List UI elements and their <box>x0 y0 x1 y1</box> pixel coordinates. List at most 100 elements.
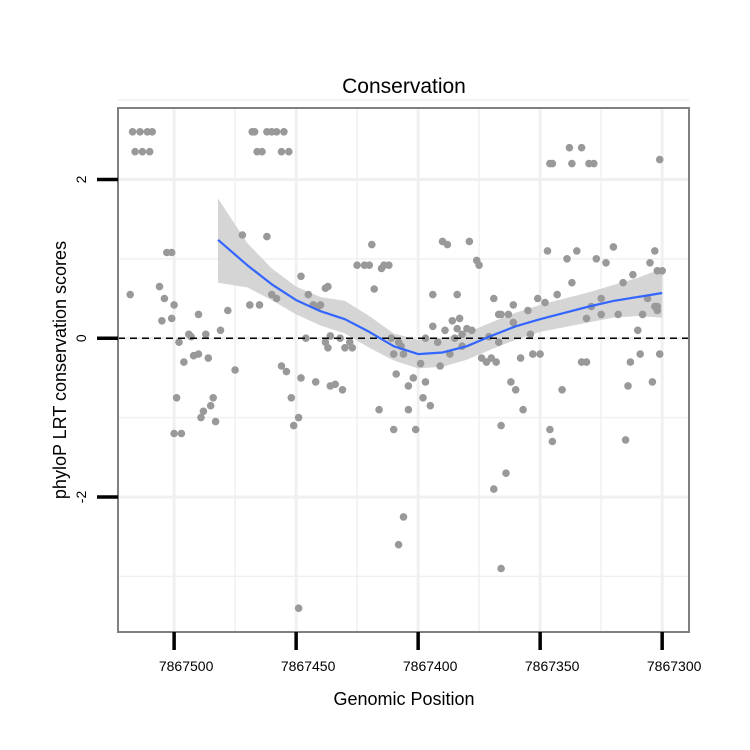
data-point <box>490 485 498 493</box>
data-point <box>577 143 586 152</box>
data-point <box>468 326 476 335</box>
data-point <box>324 282 332 291</box>
data-point <box>653 306 662 315</box>
confidence-band <box>218 198 663 369</box>
data-point <box>419 394 427 402</box>
data-point <box>294 604 303 612</box>
data-point <box>455 314 464 323</box>
data-point <box>131 147 139 156</box>
x-axis-title: Genomic Position <box>333 689 474 709</box>
data-point <box>206 401 215 410</box>
data-point <box>597 294 605 303</box>
data-point <box>255 301 264 309</box>
data-point <box>655 350 664 358</box>
data-point <box>533 294 542 303</box>
data-point <box>368 240 376 249</box>
y-axis-title: phyloP LRT conservation scores <box>50 241 70 499</box>
data-point <box>638 310 647 319</box>
data-point <box>272 294 281 303</box>
data-point <box>655 155 664 164</box>
data-point <box>399 350 408 358</box>
data-point <box>504 310 513 319</box>
data-point <box>429 290 437 299</box>
data-point <box>385 261 393 270</box>
y-tick-label: 2 <box>73 175 89 183</box>
data-point <box>204 354 213 362</box>
data-point <box>553 290 561 299</box>
data-point <box>250 128 259 136</box>
data-point <box>497 310 505 319</box>
data-point <box>443 240 452 249</box>
data-point <box>448 317 457 325</box>
data-point <box>648 378 657 386</box>
data-point <box>316 301 325 309</box>
data-point <box>263 232 271 241</box>
data-point <box>558 386 566 394</box>
data-point <box>289 421 298 430</box>
data-point <box>565 143 574 152</box>
data-point <box>529 350 537 358</box>
data-point <box>341 344 349 352</box>
data-point <box>302 334 310 343</box>
data-point <box>231 366 239 374</box>
data-point <box>392 370 401 378</box>
data-point <box>658 267 666 275</box>
data-point <box>170 301 178 309</box>
data-point <box>167 248 176 257</box>
data-point <box>541 298 549 307</box>
data-point <box>331 380 340 389</box>
data-point <box>548 437 557 446</box>
data-point <box>138 147 147 156</box>
data-point <box>158 317 166 325</box>
data-point <box>497 564 505 573</box>
data-point <box>609 243 618 251</box>
data-point <box>246 301 254 309</box>
data-point <box>465 237 474 246</box>
data-point <box>370 285 379 293</box>
data-point <box>285 147 293 156</box>
data-point <box>197 413 205 422</box>
data-point <box>172 394 181 402</box>
data-point <box>621 436 630 444</box>
data-point <box>353 261 361 270</box>
data-point <box>148 128 156 136</box>
data-point <box>177 429 186 438</box>
data-point <box>433 338 442 347</box>
data-point <box>475 261 483 270</box>
data-point <box>590 159 598 168</box>
data-point <box>453 290 462 299</box>
data-point <box>348 344 357 352</box>
data-point <box>629 270 637 279</box>
data-point <box>573 247 581 255</box>
data-point <box>634 326 642 335</box>
data-point <box>311 378 320 386</box>
data-point <box>304 290 313 299</box>
data-point <box>294 413 303 422</box>
data-point <box>145 147 154 156</box>
data-point <box>277 362 286 370</box>
data-point <box>389 425 398 434</box>
points-layer <box>126 128 666 612</box>
data-point <box>126 290 134 299</box>
data-point <box>597 310 605 319</box>
x-tick-label: 7867350 <box>525 658 580 674</box>
data-point <box>277 147 286 156</box>
data-point <box>416 359 425 368</box>
data-point <box>136 128 144 136</box>
data-point <box>209 394 217 402</box>
data-point <box>636 350 644 358</box>
data-point <box>592 254 601 263</box>
data-point <box>516 354 525 362</box>
data-point <box>238 231 247 239</box>
data-point <box>582 358 591 366</box>
data-point <box>429 322 437 331</box>
data-point <box>338 386 347 394</box>
data-point <box>387 334 396 343</box>
data-point <box>509 318 518 327</box>
data-point <box>619 278 627 287</box>
data-point <box>548 159 557 168</box>
data-point <box>421 378 430 386</box>
data-point <box>646 259 654 267</box>
data-point <box>394 540 403 549</box>
data-point <box>490 294 498 303</box>
